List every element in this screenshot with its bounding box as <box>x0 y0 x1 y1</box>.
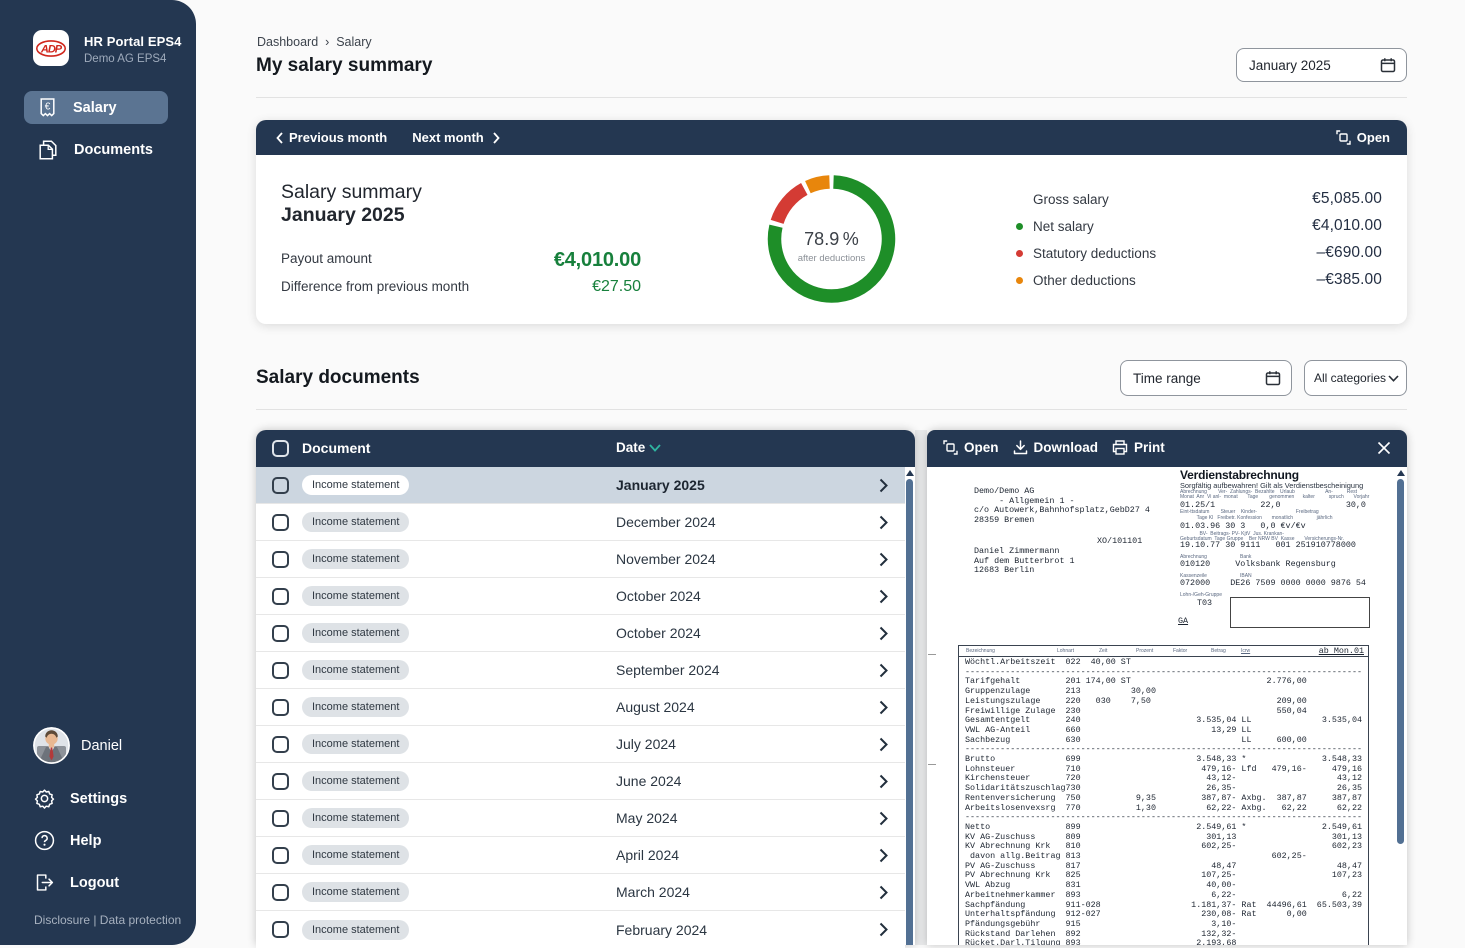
svg-text:€: € <box>45 102 51 113</box>
svg-text:after deductions: after deductions <box>798 253 866 264</box>
svg-text:78.9 %: 78.9 % <box>804 229 859 249</box>
svg-text:ADP: ADP <box>40 43 63 55</box>
